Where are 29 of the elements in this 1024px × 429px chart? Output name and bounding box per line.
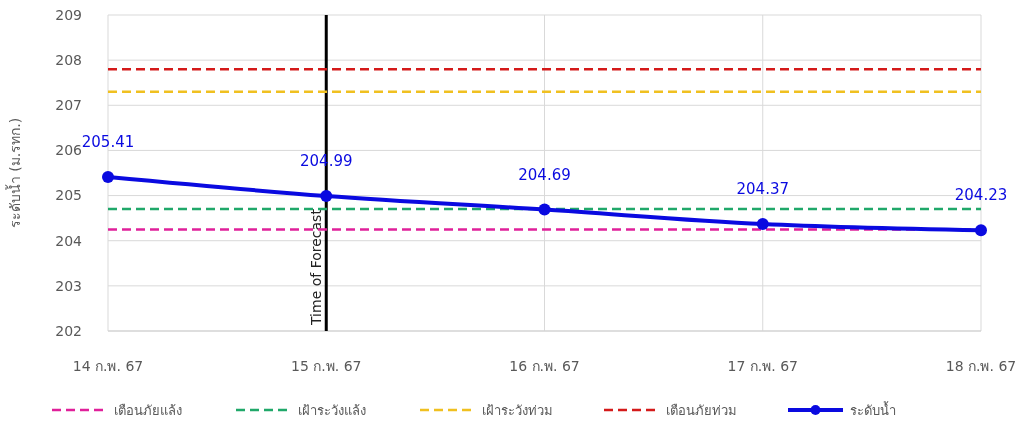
y-tick-label: 205 xyxy=(55,187,82,204)
ref-line-label: Time of Forecast xyxy=(308,208,325,326)
x-tick-label: 14 ก.พ. 67 xyxy=(72,358,144,374)
legend-label: เฝ้าระวังแล้ง xyxy=(298,402,366,418)
legend-label: เตือนภัยท่วม xyxy=(666,402,737,418)
x-tick-label: 17 ก.พ. 67 xyxy=(727,358,798,374)
legend-label: ระดับน้ำ xyxy=(850,400,896,418)
y-tick-label: 203 xyxy=(55,277,82,294)
y-axis-title: ระดับน้ำ (ม.รทก.) xyxy=(5,117,23,229)
data-label: 204.69 xyxy=(518,165,571,184)
point xyxy=(975,224,987,237)
y-tick-label: 209 xyxy=(55,6,82,23)
point xyxy=(756,218,769,231)
x-tick-label: 15 ก.พ. 67 xyxy=(291,358,362,374)
data-label: 204.23 xyxy=(954,186,1008,205)
y-tick-label: 207 xyxy=(55,97,82,114)
point xyxy=(538,203,551,216)
y-tick-label: 204 xyxy=(55,232,83,249)
data-label: 205.41 xyxy=(81,133,135,152)
y-tick-label: 208 xyxy=(55,52,82,69)
point xyxy=(102,171,114,184)
x-tick-label: 18 ก.พ. 67 xyxy=(945,358,1017,374)
data-label: 204.37 xyxy=(736,180,789,199)
legend-label: เตือนภัยแล้ง xyxy=(114,402,182,418)
x-tick-label: 16 ก.พ. 67 xyxy=(509,358,580,374)
point xyxy=(320,190,333,203)
y-tick-label: 206 xyxy=(55,142,83,159)
y-tick-label: 202 xyxy=(55,322,82,339)
legend-label: เฝ้าระวังท่วม xyxy=(482,402,553,418)
